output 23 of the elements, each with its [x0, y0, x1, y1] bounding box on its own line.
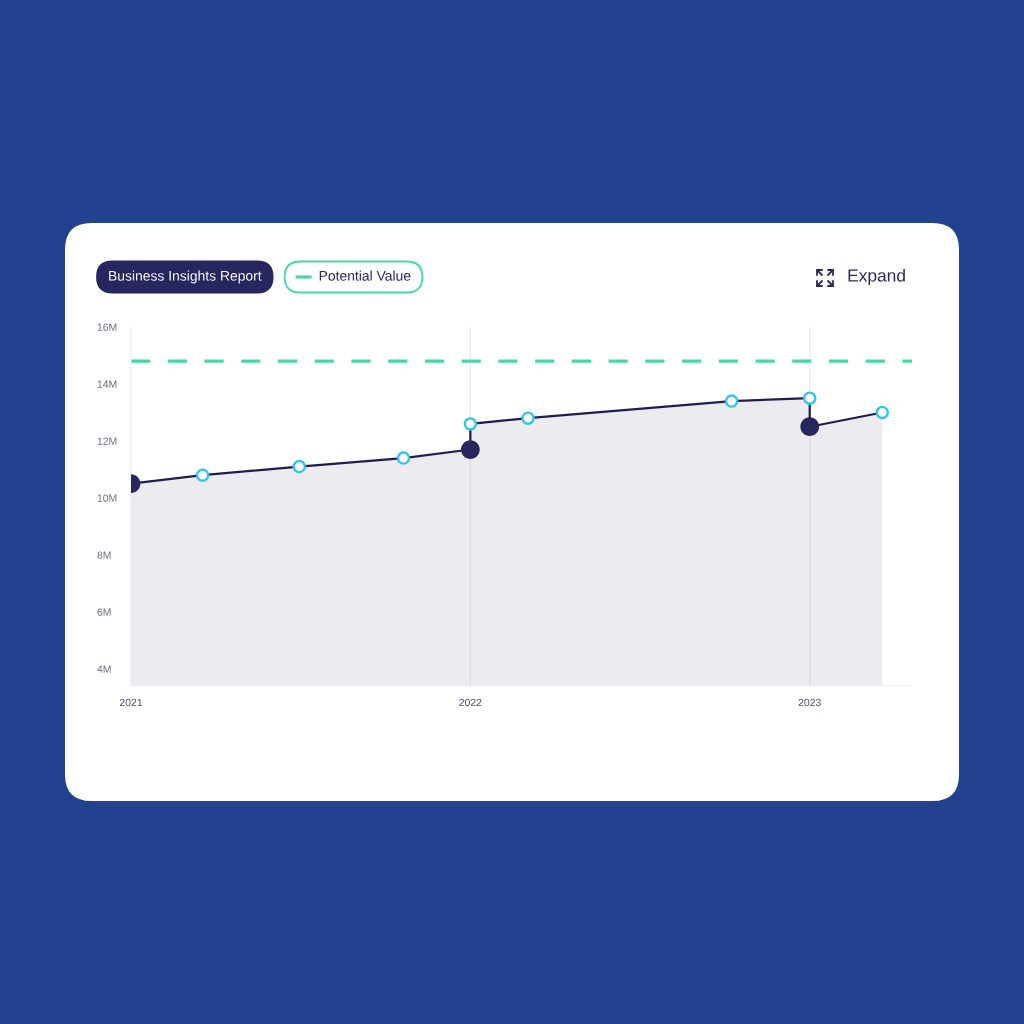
point [875, 405, 889, 420]
y-tick-label: 8M [97, 551, 111, 559]
point [724, 394, 739, 408]
y-tick-label: 14M [97, 380, 117, 388]
text: Expand [848, 268, 905, 286]
point [463, 417, 478, 431]
point [800, 417, 820, 437]
x-tick-label: 2022 [459, 698, 482, 707]
x-tick-label: 2021 [119, 698, 143, 707]
legend-label: Potential Value [319, 270, 411, 281]
y-tick-label: 10M [97, 494, 117, 502]
y-tick-label: 16M [97, 323, 117, 331]
text: Business Insights Report [109, 270, 262, 284]
point [292, 459, 307, 474]
y-tick-label: 4M [97, 665, 111, 673]
x-tick-label: 2023 [798, 698, 821, 707]
y-tick-label: 6M [97, 608, 111, 616]
point [521, 411, 535, 425]
point [460, 440, 480, 459]
y-tick-label: 12M [97, 437, 117, 445]
point [195, 468, 210, 482]
point [396, 451, 411, 465]
point [802, 391, 817, 405]
